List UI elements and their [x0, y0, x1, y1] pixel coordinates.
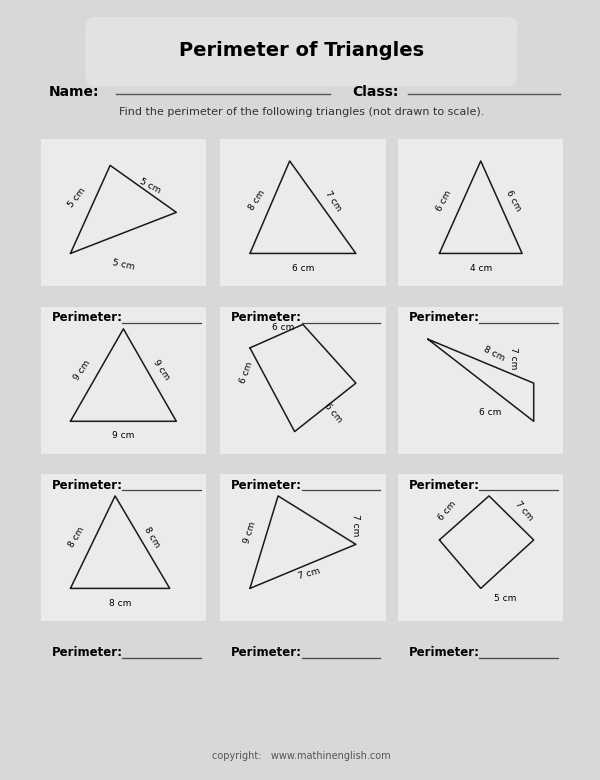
- Text: 8 cm: 8 cm: [142, 525, 161, 549]
- Text: Find the perimeter of the following triangles (not drawn to scale).: Find the perimeter of the following tria…: [119, 107, 484, 117]
- FancyBboxPatch shape: [220, 139, 386, 285]
- Text: 6 cm: 6 cm: [437, 499, 458, 522]
- Text: 9 cm: 9 cm: [112, 431, 134, 441]
- Text: 5 cm: 5 cm: [138, 177, 162, 195]
- Text: 5 cm: 5 cm: [67, 186, 88, 209]
- Text: 6 cm: 6 cm: [479, 408, 502, 417]
- Text: 8 cm: 8 cm: [482, 345, 506, 363]
- Text: 6 cm: 6 cm: [322, 401, 343, 424]
- Text: Perimeter:: Perimeter:: [409, 311, 480, 324]
- Text: 9 cm: 9 cm: [72, 358, 92, 381]
- FancyBboxPatch shape: [398, 474, 563, 621]
- FancyBboxPatch shape: [220, 474, 386, 621]
- Text: 7 cm: 7 cm: [352, 514, 361, 537]
- Text: Perimeter:: Perimeter:: [52, 646, 123, 659]
- FancyBboxPatch shape: [41, 474, 206, 621]
- FancyBboxPatch shape: [398, 307, 563, 454]
- Text: 6 cm: 6 cm: [292, 264, 314, 273]
- Text: 8 cm: 8 cm: [67, 525, 86, 549]
- Text: Class:: Class:: [352, 84, 398, 98]
- Text: copyright:   www.mathinenglish.com: copyright: www.mathinenglish.com: [212, 751, 391, 761]
- Text: 6 cm: 6 cm: [272, 323, 294, 331]
- Text: 5 cm: 5 cm: [494, 594, 517, 603]
- Text: Name:: Name:: [49, 84, 100, 98]
- Text: 7 cm: 7 cm: [323, 189, 343, 212]
- FancyBboxPatch shape: [220, 307, 386, 454]
- FancyBboxPatch shape: [41, 307, 206, 454]
- Text: 6 cm: 6 cm: [435, 189, 454, 213]
- Text: 7 cm: 7 cm: [513, 499, 535, 522]
- Text: 5 cm: 5 cm: [112, 258, 135, 272]
- Text: Perimeter of Triangles: Perimeter of Triangles: [179, 41, 424, 60]
- Text: Perimeter:: Perimeter:: [52, 479, 123, 491]
- Text: 9 cm: 9 cm: [242, 520, 257, 544]
- Text: Perimeter:: Perimeter:: [232, 311, 302, 324]
- Text: Perimeter:: Perimeter:: [409, 479, 480, 491]
- Text: 7 cm: 7 cm: [509, 347, 518, 370]
- FancyBboxPatch shape: [86, 17, 517, 87]
- Text: 6 cm: 6 cm: [239, 361, 254, 385]
- Text: 6 cm: 6 cm: [505, 189, 523, 213]
- Text: Perimeter:: Perimeter:: [232, 646, 302, 659]
- Text: 4 cm: 4 cm: [470, 264, 492, 273]
- Text: 7 cm: 7 cm: [298, 566, 322, 581]
- Text: Perimeter:: Perimeter:: [52, 311, 123, 324]
- Text: 8 cm: 8 cm: [247, 189, 266, 212]
- Text: Perimeter:: Perimeter:: [409, 646, 480, 659]
- Text: 9 cm: 9 cm: [151, 358, 172, 381]
- Text: Perimeter:: Perimeter:: [232, 479, 302, 491]
- FancyBboxPatch shape: [398, 139, 563, 285]
- FancyBboxPatch shape: [41, 139, 206, 285]
- Text: 8 cm: 8 cm: [109, 598, 131, 608]
